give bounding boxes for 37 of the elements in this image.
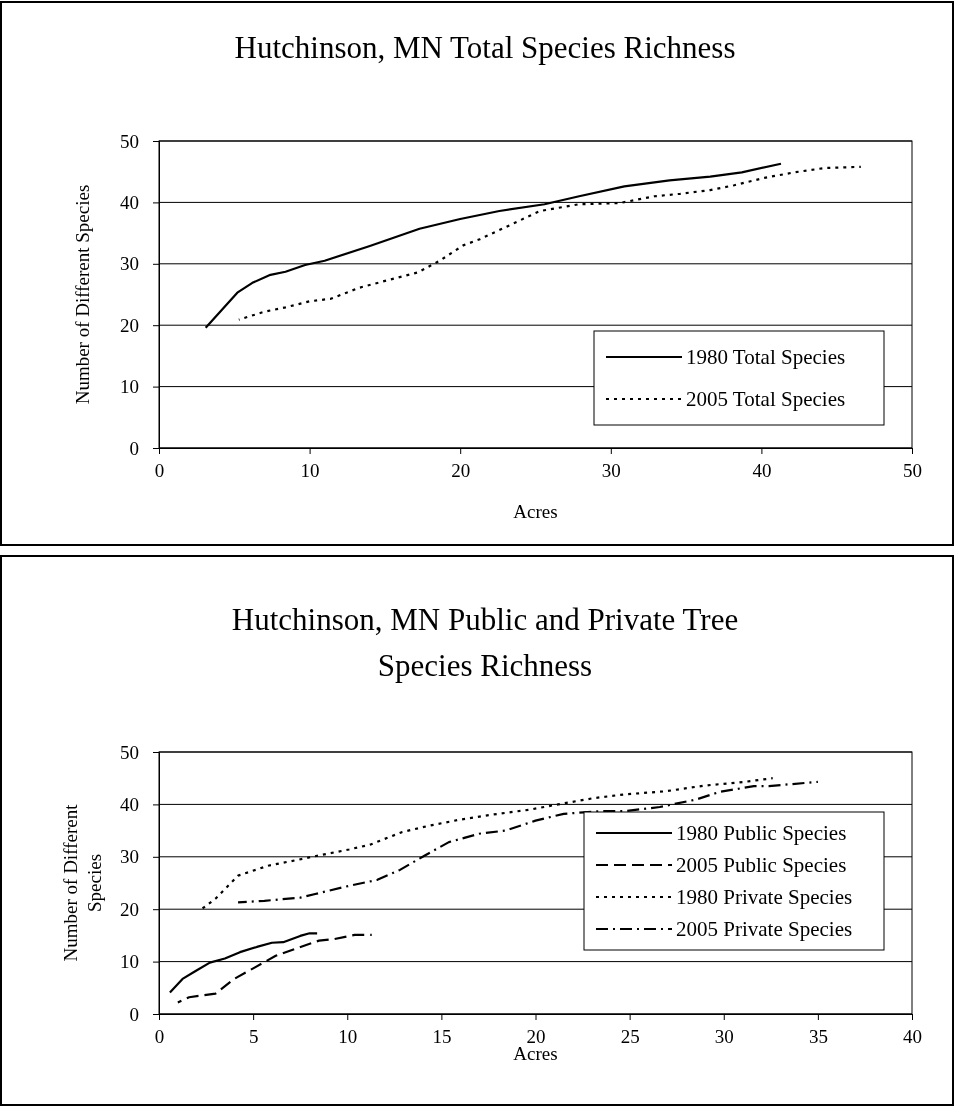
y-axis-title: Number of Different Species [60, 803, 105, 962]
y-tick-label: 30 [120, 846, 139, 868]
legend-label: 1980 Private Species [676, 885, 853, 909]
y-tick-label: 50 [120, 741, 139, 763]
y-tick-label: 30 [120, 253, 139, 275]
chart-title: Hutchinson, MN Public and Private Tree Species Richness [231, 602, 739, 683]
y-tick-label: 10 [120, 376, 139, 398]
x-tick-label: 40 [903, 1026, 922, 1048]
y-tick-label: 20 [120, 314, 139, 336]
x-tick-label: 20 [451, 460, 471, 482]
x-tick-label: 0 [154, 1026, 165, 1048]
legend-label: 2005 Total Species [686, 387, 846, 411]
x-tick-label: 25 [620, 1026, 640, 1048]
x-tick-label: 0 [154, 460, 165, 482]
y-tick-label: 50 [120, 130, 139, 152]
x-tick-label: 15 [432, 1026, 452, 1048]
x-tick-label: 35 [808, 1026, 828, 1048]
y-tick-label: 40 [120, 793, 139, 815]
y-tick-label: 40 [120, 191, 139, 213]
x-tick-label: 10 [300, 460, 320, 482]
x-tick-label: 50 [903, 460, 922, 482]
legend-label: 1980 Public Species [676, 821, 847, 845]
y-tick-label: 10 [120, 951, 139, 973]
x-axis-title: Acres [513, 501, 558, 522]
x-tick-label: 10 [338, 1026, 358, 1048]
x-tick-label: 40 [752, 460, 772, 482]
legend-label: 1980 Total Species [686, 345, 846, 369]
x-tick-label: 30 [714, 1026, 734, 1048]
x-tick-label: 30 [601, 460, 621, 482]
y-tick-label: 0 [129, 437, 139, 459]
x-tick-label: 5 [248, 1026, 259, 1048]
legend-label: 2005 Public Species [676, 853, 847, 877]
y-tick-label: 0 [129, 1003, 139, 1025]
chart-title: Hutchinson, MN Total Species Richness [234, 30, 736, 65]
legend-label: 2005 Private Species [676, 917, 853, 941]
y-axis-title: Number of Different Species [72, 184, 93, 405]
y-tick-label: 20 [120, 898, 139, 920]
